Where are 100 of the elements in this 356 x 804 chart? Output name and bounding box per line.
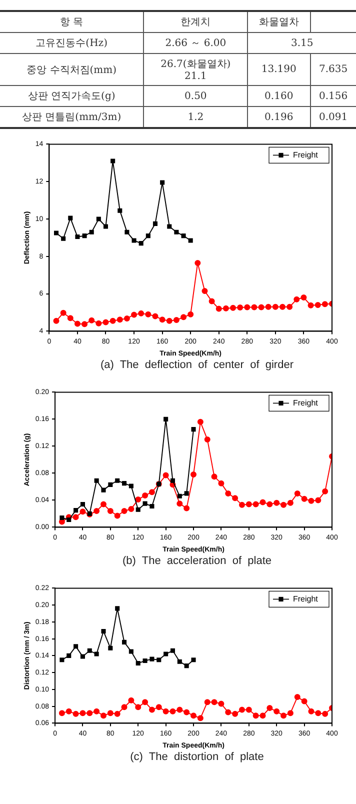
text: 0.160 xyxy=(264,90,294,102)
point xyxy=(274,500,280,506)
point xyxy=(66,708,72,714)
point xyxy=(101,628,106,634)
point xyxy=(197,715,204,722)
point xyxy=(266,501,273,508)
point xyxy=(176,706,183,713)
point xyxy=(138,310,144,316)
point xyxy=(142,658,148,664)
point xyxy=(294,296,300,302)
point xyxy=(74,320,80,327)
point xyxy=(114,710,120,717)
point xyxy=(308,708,314,714)
point xyxy=(94,652,99,656)
point xyxy=(170,478,176,483)
point xyxy=(177,494,182,498)
point xyxy=(202,288,208,294)
point xyxy=(100,712,106,719)
point xyxy=(156,658,162,662)
point xyxy=(260,499,266,506)
point xyxy=(152,221,158,226)
point xyxy=(225,490,232,496)
point xyxy=(190,712,197,719)
point xyxy=(122,481,127,486)
point xyxy=(58,710,65,716)
point xyxy=(188,311,194,318)
point xyxy=(150,656,154,662)
point xyxy=(82,234,87,238)
point xyxy=(181,234,186,238)
point xyxy=(108,646,113,650)
point xyxy=(246,501,252,508)
point xyxy=(170,708,176,714)
point xyxy=(180,314,187,320)
point xyxy=(103,224,108,229)
point xyxy=(108,482,113,487)
point xyxy=(222,305,229,312)
text: 7.635 xyxy=(318,64,348,75)
point xyxy=(66,653,72,658)
point xyxy=(280,502,287,508)
point xyxy=(184,709,190,716)
point xyxy=(258,304,264,310)
point xyxy=(67,315,74,322)
category-label: 한계치 xyxy=(144,11,248,32)
point xyxy=(280,304,286,310)
point xyxy=(66,518,72,522)
point xyxy=(107,508,114,514)
point xyxy=(121,508,128,514)
point xyxy=(116,316,123,323)
point xyxy=(238,706,245,713)
point xyxy=(88,317,95,324)
point xyxy=(136,661,140,666)
point xyxy=(118,208,122,213)
point xyxy=(128,484,134,488)
point xyxy=(136,507,140,512)
point xyxy=(188,238,193,243)
point xyxy=(101,488,106,492)
point xyxy=(121,704,128,710)
point xyxy=(301,496,308,502)
point xyxy=(115,478,120,483)
text: (a) The deflection of center of girder xyxy=(99,359,294,371)
point xyxy=(82,321,88,328)
point xyxy=(131,312,138,318)
point xyxy=(80,508,86,515)
point xyxy=(300,294,307,301)
point xyxy=(246,706,252,713)
point xyxy=(211,699,218,706)
category-label: 상판 면틀림(mm/3m) xyxy=(22,112,122,123)
point xyxy=(122,640,127,644)
point xyxy=(218,700,224,707)
point xyxy=(60,310,66,316)
point xyxy=(152,313,158,320)
point xyxy=(280,712,287,719)
text: 0.196 xyxy=(264,112,294,122)
point xyxy=(110,318,116,324)
point xyxy=(80,654,85,659)
point xyxy=(115,606,120,611)
point xyxy=(315,710,322,716)
point xyxy=(190,472,197,478)
point xyxy=(96,216,101,222)
point xyxy=(74,644,78,649)
point xyxy=(89,230,94,234)
category-label: 중앙 수직처짐(mm) xyxy=(26,64,117,76)
point xyxy=(142,492,148,498)
text: 0.50 xyxy=(184,90,207,102)
point xyxy=(128,697,134,704)
point xyxy=(162,708,169,714)
legend-label: Freight xyxy=(293,150,319,160)
point xyxy=(232,495,238,502)
point xyxy=(252,712,259,719)
point xyxy=(287,500,294,506)
point xyxy=(170,648,176,653)
text: 0.156 xyxy=(318,90,348,102)
text: (b) The acceleration of plate xyxy=(122,555,272,567)
point xyxy=(72,710,79,717)
point xyxy=(272,304,278,310)
point xyxy=(244,304,250,310)
point xyxy=(145,311,152,318)
point xyxy=(61,236,66,241)
point xyxy=(94,478,99,483)
text: (c) The distortion of plate xyxy=(129,751,265,763)
